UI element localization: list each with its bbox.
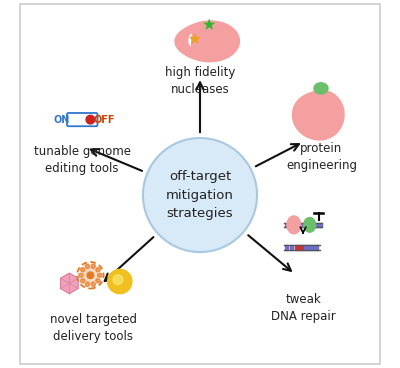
Polygon shape xyxy=(314,83,328,94)
Text: tweak
DNA repair: tweak DNA repair xyxy=(271,293,336,323)
Circle shape xyxy=(98,273,102,277)
Bar xyxy=(314,245,318,250)
Text: protein
engineering: protein engineering xyxy=(286,142,357,172)
Bar xyxy=(310,245,313,250)
Text: OFF: OFF xyxy=(93,114,115,125)
Polygon shape xyxy=(304,217,316,232)
Bar xyxy=(290,245,293,250)
Circle shape xyxy=(85,282,90,286)
Circle shape xyxy=(91,282,96,286)
Circle shape xyxy=(79,273,83,277)
Polygon shape xyxy=(113,275,123,284)
Polygon shape xyxy=(188,33,192,47)
Polygon shape xyxy=(292,91,344,140)
Circle shape xyxy=(80,279,85,283)
Bar xyxy=(289,223,292,227)
Polygon shape xyxy=(60,273,78,294)
Circle shape xyxy=(91,264,96,268)
Text: off-target
mitigation
strategies: off-target mitigation strategies xyxy=(166,170,234,220)
Polygon shape xyxy=(287,216,301,234)
Polygon shape xyxy=(83,268,98,283)
Circle shape xyxy=(143,138,257,252)
Bar xyxy=(304,223,307,227)
Text: high fidelity
nucleases: high fidelity nucleases xyxy=(165,66,235,96)
Bar xyxy=(299,223,302,227)
FancyBboxPatch shape xyxy=(67,113,98,126)
Bar xyxy=(294,223,297,227)
Circle shape xyxy=(96,268,100,272)
Bar xyxy=(304,245,308,250)
Polygon shape xyxy=(203,18,215,30)
Circle shape xyxy=(96,279,100,283)
Polygon shape xyxy=(175,21,239,61)
Bar xyxy=(284,223,288,227)
Bar xyxy=(294,245,298,250)
Circle shape xyxy=(80,268,85,272)
Bar xyxy=(309,223,312,227)
Text: tunable genome
editing tools: tunable genome editing tools xyxy=(34,145,131,176)
Polygon shape xyxy=(108,269,132,294)
Text: novel targeted
delivery tools: novel targeted delivery tools xyxy=(50,313,137,343)
Circle shape xyxy=(85,264,90,268)
FancyBboxPatch shape xyxy=(20,4,380,364)
Bar xyxy=(284,245,288,250)
Bar xyxy=(300,245,303,250)
Bar xyxy=(318,223,322,227)
Bar xyxy=(314,223,317,227)
Circle shape xyxy=(86,115,95,124)
Text: ON: ON xyxy=(54,114,70,125)
Polygon shape xyxy=(189,33,201,44)
